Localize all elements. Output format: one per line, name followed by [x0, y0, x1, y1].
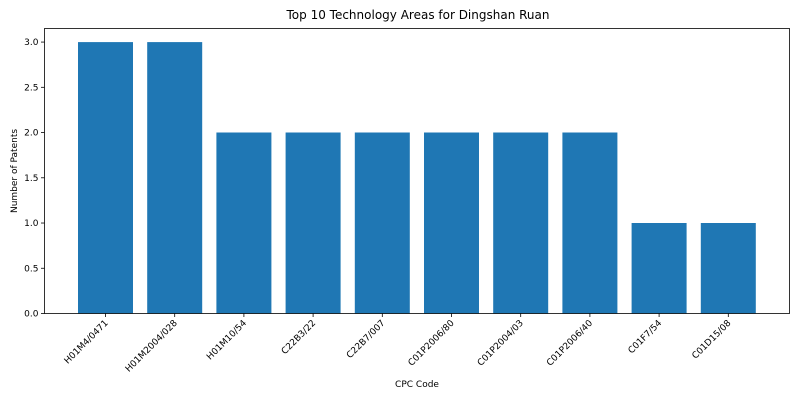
x-tick-label: C01F7/54 — [627, 318, 665, 356]
chart-title: Top 10 Technology Areas for Dingshan Rua… — [286, 8, 550, 22]
bar-C01P2006/80 — [424, 133, 479, 314]
y-tick-label: 1.0 — [24, 219, 39, 229]
bar-C01F7/54 — [632, 223, 687, 314]
x-axis: H01M4/0471 H01M2004/028 H01M10/54 C22B3/22 C… — [63, 314, 734, 375]
y-tick-label: 2.5 — [24, 83, 38, 93]
x-tick-label: C22B3/22 — [280, 319, 318, 357]
bar-H01M2004/028 — [147, 42, 202, 313]
bar-C22B7/007 — [355, 133, 410, 314]
bar-C01D15/08 — [701, 223, 756, 314]
bar-C01P2006/40 — [562, 133, 617, 314]
x-tick-label: C01P2004/03 — [476, 319, 526, 369]
y-tick-label: 3.0 — [24, 38, 39, 48]
y-axis-label: Number of Patents — [10, 129, 20, 213]
y-tick-label: 0.0 — [24, 310, 39, 320]
bar-H01M4/0471 — [78, 42, 133, 313]
x-tick-label: C01P2006/80 — [407, 318, 457, 368]
x-tick-label: H01M2004/028 — [124, 318, 180, 374]
y-axis: 0.0 0.5 1.0 1.5 2.0 2.5 3.0 — [24, 38, 44, 319]
x-tick-label: C22B7/007 — [345, 319, 387, 361]
bars — [78, 42, 756, 313]
bar-C01P2004/03 — [493, 133, 548, 314]
x-tick-label: C01P2006/40 — [545, 318, 595, 368]
x-tick-label: H01M10/54 — [205, 318, 249, 362]
y-tick-label: 2.0 — [24, 129, 39, 139]
x-tick-label: H01M4/0471 — [63, 319, 111, 367]
x-tick-label: C01D15/08 — [691, 318, 734, 361]
bar-H01M10/54 — [216, 133, 271, 314]
bar-C22B3/22 — [286, 133, 341, 314]
x-axis-label: CPC Code — [395, 380, 439, 390]
y-tick-label: 1.5 — [24, 174, 38, 184]
y-tick-label: 0.5 — [24, 264, 38, 274]
